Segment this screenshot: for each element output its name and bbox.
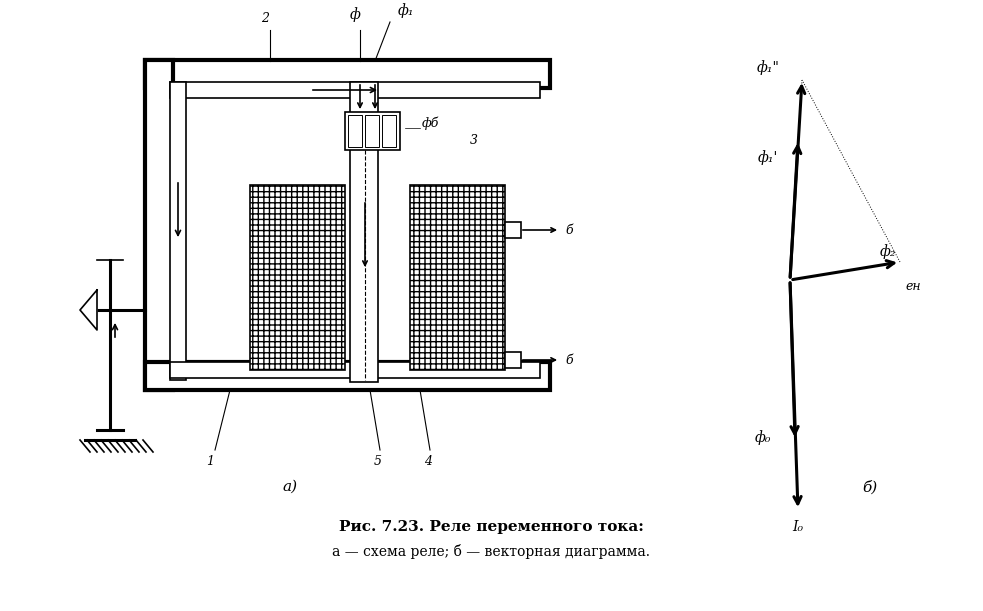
Text: I₀: I₀: [792, 520, 803, 534]
Bar: [350, 82, 378, 382]
Bar: [410, 185, 505, 370]
Bar: [505, 352, 521, 368]
Text: ф₁': ф₁': [758, 150, 779, 165]
Bar: [170, 82, 540, 98]
Bar: [382, 115, 396, 147]
Text: б: б: [565, 354, 573, 367]
Text: а — схема реле; б — векторная диаграмма.: а — схема реле; б — векторная диаграмма.: [332, 544, 650, 559]
Text: ф₀: ф₀: [755, 430, 772, 445]
Text: ф₂: ф₂: [880, 244, 896, 259]
Bar: [250, 185, 345, 370]
Text: а): а): [282, 480, 298, 494]
Text: фб: фб: [422, 116, 439, 130]
Text: ф: ф: [350, 7, 361, 22]
Text: Ф₁': Ф₁': [301, 279, 319, 291]
Text: ф₁: ф₁: [398, 3, 415, 18]
Bar: [170, 362, 540, 378]
Bar: [170, 82, 186, 380]
Bar: [145, 60, 173, 390]
Bar: [145, 362, 550, 390]
Text: 2: 2: [261, 12, 269, 25]
Text: 3: 3: [470, 133, 478, 147]
Bar: [365, 115, 379, 147]
Bar: [505, 222, 521, 238]
Text: б: б: [565, 224, 573, 236]
Bar: [145, 60, 550, 88]
Text: 1: 1: [206, 455, 214, 468]
Text: б): б): [862, 480, 878, 494]
Bar: [345, 112, 400, 150]
Text: Ф₂: Ф₂: [303, 219, 318, 232]
Text: ен: ен: [905, 280, 921, 293]
Bar: [348, 115, 362, 147]
Text: 4: 4: [424, 455, 432, 468]
Polygon shape: [80, 290, 97, 330]
Text: 5: 5: [374, 455, 382, 468]
Text: Рис. 7.23. Реле переменного тока:: Рис. 7.23. Реле переменного тока:: [338, 520, 644, 534]
Text: ф₁": ф₁": [757, 60, 780, 75]
